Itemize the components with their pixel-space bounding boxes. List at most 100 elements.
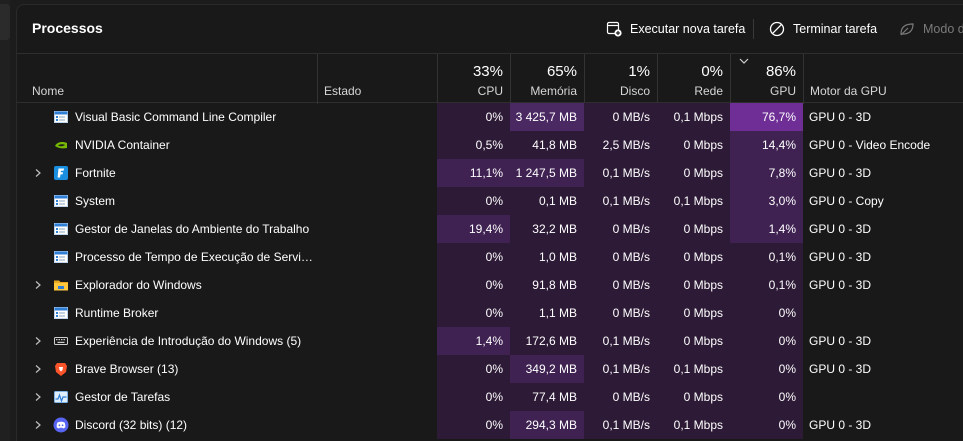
network-cell: 0 Mbps: [657, 383, 730, 411]
run-new-task-button[interactable]: Executar nova tarefa: [606, 17, 745, 41]
memory-cell: 1,0 MB: [510, 243, 584, 271]
column-memory-label: Memória: [530, 84, 577, 98]
table-header: Nome Estado 33% CPU 65% Memória 1% Disco…: [17, 53, 963, 104]
process-row[interactable]: System 0% 0,1 MB 0,1 MB/s 0,1 Mbps 3,0% GPU 0 …: [17, 187, 963, 215]
process-row[interactable]: Gestor de Janelas do Ambiente do Trabalh…: [17, 215, 963, 243]
network-total-percent: 0%: [701, 63, 723, 80]
cpu-cell: 1,4%: [437, 327, 510, 355]
memory-cell: 32,2 MB: [510, 215, 584, 243]
chevron-right-icon[interactable]: [34, 420, 42, 430]
keyboard-icon: [53, 333, 69, 349]
network-cell: 0 Mbps: [657, 327, 730, 355]
column-header-status[interactable]: Estado: [317, 54, 437, 104]
disk-cell: 0 MB/s: [584, 215, 657, 243]
process-name: Explorador do Windows: [75, 278, 202, 292]
column-header-memory[interactable]: 65% Memória: [510, 54, 584, 104]
column-cpu-label: CPU: [477, 84, 503, 98]
gpu-cell: 0,1%: [730, 243, 803, 271]
column-header-gpu-engine[interactable]: Motor da GPU: [803, 54, 963, 104]
cpu-cell: 0%: [437, 383, 510, 411]
column-header-name[interactable]: Nome: [17, 54, 317, 104]
process-row[interactable]: Processo de Tempo de Execução de Servid.…: [17, 243, 963, 271]
end-task-button[interactable]: Terminar tarefa: [769, 17, 877, 41]
network-cell: 0 Mbps: [657, 131, 730, 159]
disk-cell: 0 MB/s: [584, 299, 657, 327]
gpu-engine-cell: GPU 0 - 3D: [809, 362, 872, 376]
process-row[interactable]: Visual Basic Command Line Compiler 0% 3 42…: [17, 103, 963, 131]
efficiency-mode-button[interactable]: Modo d: [899, 17, 963, 41]
column-header-cpu[interactable]: 33% CPU: [437, 54, 510, 104]
process-list: Visual Basic Command Line Compiler 0% 3 42…: [17, 103, 963, 439]
column-header-gpu[interactable]: 86% GPU: [730, 54, 803, 104]
memory-total-percent: 65%: [546, 63, 577, 80]
efficiency-mode-label: Modo d: [923, 22, 963, 36]
gpu-cell: 0%: [730, 299, 803, 327]
network-cell: 0,1 Mbps: [657, 187, 730, 215]
network-cell: 0 Mbps: [657, 271, 730, 299]
cpu-cell: 0,5%: [437, 131, 510, 159]
column-header-disk[interactable]: 1% Disco: [584, 54, 657, 104]
cpu-cell: 0%: [437, 243, 510, 271]
network-cell: 0,1 Mbps: [657, 103, 730, 131]
process-row[interactable]: Discord (32 bits) (12) 0% 294,3 MB 0,1 MB/s…: [17, 411, 963, 439]
chevron-right-icon[interactable]: [34, 280, 42, 290]
gpu-engine-cell: GPU 0 - Copy: [809, 194, 884, 208]
disk-cell: 0,1 MB/s: [584, 355, 657, 383]
memory-cell: 41,8 MB: [510, 131, 584, 159]
disk-cell: 2,5 MB/s: [584, 131, 657, 159]
process-name: Gestor de Janelas do Ambiente do Trabalh…: [75, 222, 310, 236]
gpu-cell: 0%: [730, 383, 803, 411]
cpu-cell: 0%: [437, 299, 510, 327]
disk-cell: 0,1 MB/s: [584, 411, 657, 439]
gpu-cell: 7,8%: [730, 159, 803, 187]
process-row[interactable]: Runtime Broker 0% 1,1 MB 0 MB/s 0 Mbps 0%: [17, 299, 963, 327]
process-name: System: [75, 194, 116, 208]
memory-cell: 3 425,7 MB: [510, 103, 584, 131]
chevron-right-icon[interactable]: [34, 336, 42, 346]
process-row[interactable]: Fortnite 11,1% 1 247,5 MB 0,1 MB/s 0 Mbps 7,8…: [17, 159, 963, 187]
nav-item-processes[interactable]: [0, 4, 10, 40]
gpu-cell: 0%: [730, 327, 803, 355]
column-gpu-label: GPU: [769, 84, 796, 98]
process-name: Visual Basic Command Line Compiler: [75, 110, 277, 124]
gpu-engine-cell: GPU 0 - 3D: [809, 278, 872, 292]
process-row[interactable]: Experiência de Introdução do Windows (5)…: [17, 327, 963, 355]
network-cell: 0 Mbps: [657, 299, 730, 327]
gpu-engine-cell: GPU 0 - 3D: [809, 250, 872, 264]
leaf-icon: [900, 23, 914, 36]
column-header-network[interactable]: 0% Rede: [657, 54, 730, 104]
process-row[interactable]: NVIDIA Container 0,5% 41,8 MB 2,5 MB/s 0 Mbp…: [17, 131, 963, 159]
column-network-label: Rede: [694, 84, 723, 98]
cpu-cell: 0%: [437, 411, 510, 439]
gpu-engine-cell: GPU 0 - 3D: [809, 222, 872, 236]
end-task-label: Terminar tarefa: [793, 22, 878, 36]
process-row[interactable]: Explorador do Windows 0% 91,8 MB 0 MB/s 0 Mb…: [17, 271, 963, 299]
memory-cell: 172,6 MB: [510, 327, 584, 355]
memory-cell: 349,2 MB: [510, 355, 584, 383]
task-manager-icon: [53, 389, 69, 405]
gpu-cell: 1,4%: [730, 215, 803, 243]
network-cell: 0,1 Mbps: [657, 411, 730, 439]
cpu-cell: 0%: [437, 355, 510, 383]
chevron-right-icon[interactable]: [34, 364, 42, 374]
chevron-right-icon[interactable]: [34, 392, 42, 402]
network-cell: 0 Mbps: [657, 243, 730, 271]
disk-total-percent: 1%: [628, 63, 650, 80]
memory-cell: 77,4 MB: [510, 383, 584, 411]
toolbar-separator: [753, 19, 754, 39]
process-row[interactable]: Brave Browser (13) 0% 349,2 MB 0,1 MB/s 0,1 …: [17, 355, 963, 383]
memory-cell: 1 247,5 MB: [510, 159, 584, 187]
chevron-right-icon[interactable]: [34, 168, 42, 178]
network-cell: 0 Mbps: [657, 159, 730, 187]
gpu-engine-cell: GPU 0 - 3D: [809, 334, 872, 348]
column-gpu-engine-label: Motor da GPU: [810, 84, 887, 98]
process-row[interactable]: Gestor de Tarefas 0% 77,4 MB 0 MB/s 0 Mbps 0%: [17, 383, 963, 411]
gpu-total-percent: 86%: [765, 63, 796, 80]
disk-cell: 0 MB/s: [584, 383, 657, 411]
cpu-cell: 0%: [437, 271, 510, 299]
navigation-rail: [0, 0, 10, 441]
process-name: Processo de Tempo de Execução de Servid.…: [75, 250, 315, 264]
column-name-label: Nome: [32, 84, 65, 98]
memory-cell: 1,1 MB: [510, 299, 584, 327]
command-bar: Processos Executar nova tarefa Terminar: [17, 5, 963, 53]
